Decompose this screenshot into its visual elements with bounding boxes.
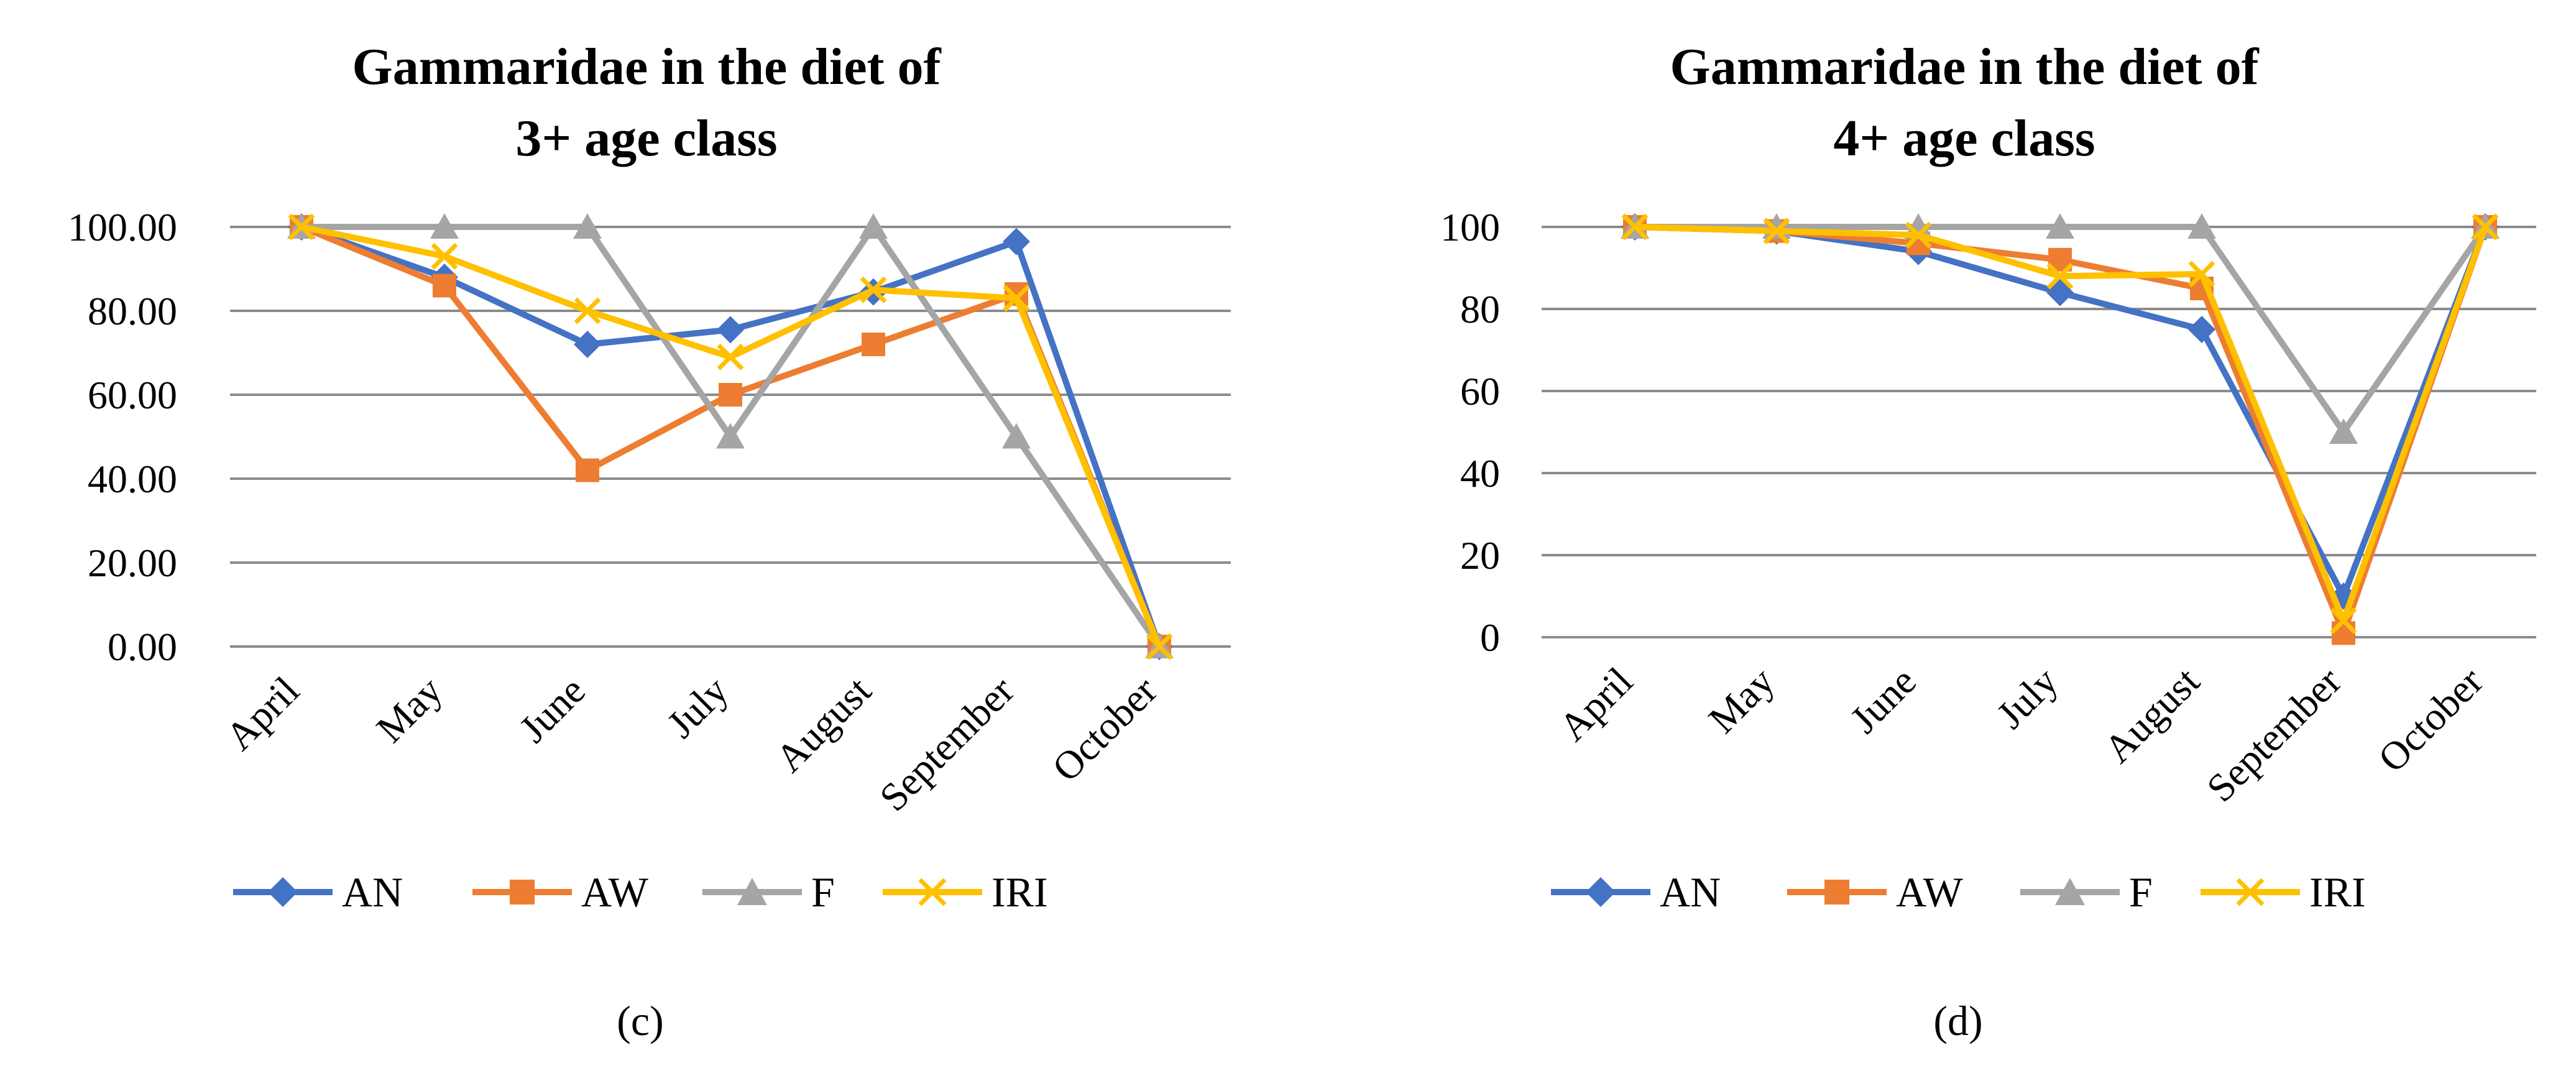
chart-d-x-axis: April May June July August September Oct…	[1550, 659, 2491, 811]
chart-d-point-iri-april	[1621, 213, 1649, 241]
chart-c-legend-label-aw: AW	[581, 868, 649, 916]
chart-c-point-iri-june	[574, 297, 601, 325]
chart-c-xtick-april: April	[217, 668, 308, 759]
chart-c-title-line2: 3+ age class	[515, 109, 777, 167]
chart-c-point-iri-july	[717, 343, 744, 371]
chart-c-legend-marker-iri	[918, 878, 947, 906]
chart-d-legend-item-iri: IRI	[2201, 868, 2366, 916]
chart-c-ytick-100: 100.00	[68, 205, 177, 249]
chart-d-legend: AN AW F IRI	[1551, 868, 2366, 916]
chart-c-ytick-20: 20.00	[88, 541, 177, 585]
chart-c-plot	[287, 213, 1174, 660]
chart-c-legend-item-f: F	[702, 868, 835, 916]
chart-c-legend-label-an: AN	[342, 868, 403, 916]
chart-d-xtick-june: June	[1842, 659, 1925, 742]
chart-d-legend-label-aw: AW	[1896, 868, 1964, 916]
chart-c-legend: AN AW F IRI	[233, 868, 1048, 916]
chart-c-legend-marker-aw	[510, 880, 535, 905]
chart-d-ytick-80: 80	[1460, 287, 1500, 331]
chart-d: Gammaridae in the diet of 4+ age class 1…	[1440, 38, 2536, 1044]
chart-d-ytick-100: 100	[1440, 205, 1500, 249]
chart-c-ytick-80: 80.00	[88, 289, 177, 333]
chart-c-point-iri-august	[860, 276, 887, 303]
chart-c-point-iri-september	[1003, 285, 1030, 312]
chart-c-xtick-september: September	[871, 668, 1023, 820]
chart-c-legend-item-aw: AW	[472, 868, 649, 916]
chart-c-y-axis: 100.00 80.00 60.00 40.00 20.00 0.00	[68, 205, 177, 669]
chart-d-point-iri-july	[2046, 262, 2074, 290]
chart-d-xtick-august: August	[2095, 659, 2208, 771]
chart-c-point-iri-may	[431, 242, 458, 270]
chart-c-point-f-june	[573, 213, 602, 239]
chart-d-legend-label-an: AN	[1660, 868, 1721, 916]
chart-c-ytick-0: 0.00	[108, 625, 177, 669]
chart-d-legend-marker-f	[2055, 878, 2085, 905]
chart-c-x-axis: April May June July August September Oct…	[217, 668, 1166, 820]
chart-c-point-aw-may	[433, 274, 456, 298]
chart-c-point-an-september	[1003, 228, 1030, 255]
chart-d-point-an-august	[2188, 316, 2215, 343]
chart-d-legend-marker-an	[1586, 877, 1616, 907]
chart-d-ytick-40: 40	[1460, 451, 1500, 495]
chart-c-point-iri-april	[288, 213, 315, 241]
chart-c-ytick-40: 40.00	[88, 457, 177, 501]
chart-d-point-f-july	[2046, 213, 2074, 239]
chart-c-legend-label-f: F	[811, 868, 835, 916]
chart-c-point-aw-june	[576, 458, 599, 482]
chart-c-ytick-60: 60.00	[88, 373, 177, 417]
chart-c-legend-marker-f	[737, 878, 767, 905]
chart-c-panel-label: (c)	[617, 997, 663, 1044]
chart-c-point-f-may	[430, 213, 459, 239]
chart-d-legend-item-f: F	[2020, 868, 2153, 916]
chart-d-y-axis: 100 80 60 40 20 0	[1440, 205, 1500, 660]
chart-c-xtick-july: July	[658, 668, 737, 747]
chart-c-legend-item-iri: IRI	[883, 868, 1048, 916]
chart-d-legend-marker-iri	[2236, 878, 2265, 906]
chart-d-point-iri-october	[2472, 213, 2499, 241]
chart-c-point-an-june	[574, 331, 601, 358]
chart-c-xtick-october: October	[1044, 668, 1166, 790]
chart-d-title-line2: 4+ age class	[1833, 109, 2095, 167]
chart-d-title-line1: Gammaridae in the diet of	[1670, 38, 2259, 96]
chart-c-legend-marker-an	[268, 877, 298, 907]
chart-c-title-line1: Gammaridae in the diet of	[352, 38, 941, 96]
chart-c-legend-label-iri: IRI	[991, 868, 1048, 916]
chart-d-legend-item-aw: AW	[1787, 868, 1964, 916]
chart-c-point-f-august	[859, 213, 888, 239]
chart-d-xtick-may: May	[1700, 659, 1783, 742]
chart-d-xtick-april: April	[1550, 659, 1641, 750]
chart-c-point-f-september	[1002, 423, 1031, 449]
chart-c-point-aw-july	[719, 383, 742, 407]
chart-c: Gammaridae in the diet of 3+ age class 1…	[68, 38, 1231, 1044]
chart-c-point-aw-august	[862, 333, 885, 356]
chart-c-xtick-june: June	[511, 668, 594, 751]
chart-d-legend-label-iri: IRI	[2309, 868, 2366, 916]
chart-d-point-f-august	[2187, 213, 2216, 239]
chart-c-point-iri-october	[1146, 633, 1173, 660]
chart-d-xtick-september: September	[2198, 659, 2350, 811]
chart-d-ytick-20: 20	[1460, 533, 1500, 578]
chart-c-legend-item-an: AN	[233, 868, 403, 916]
chart-d-panel-label: (d)	[1933, 997, 1982, 1044]
chart-d-xtick-july: July	[1988, 659, 2066, 737]
chart-d-point-iri-may	[1763, 218, 1790, 245]
chart-d-legend-item-an: AN	[1551, 868, 1721, 916]
chart-d-ytick-60: 60	[1460, 369, 1500, 413]
chart-d-ytick-0: 0	[1480, 615, 1500, 660]
chart-d-legend-marker-aw	[1824, 880, 1849, 905]
chart-d-point-aw-september	[2332, 621, 2355, 645]
chart-d-point-f-september	[2329, 418, 2358, 444]
chart-c-xtick-may: May	[368, 668, 451, 751]
chart-d-point-iri-september	[2330, 607, 2357, 635]
chart-d-point-iri-june	[1905, 221, 1932, 249]
chart-c-point-f-july	[716, 423, 745, 449]
chart-c-point-an-july	[717, 316, 744, 344]
chart-d-plot	[1621, 213, 2500, 645]
chart-c-xtick-august: August	[767, 668, 880, 781]
chart-d-xtick-october: October	[2370, 659, 2491, 781]
chart-d-legend-label-f: F	[2129, 868, 2153, 916]
chart-d-point-iri-august	[2188, 260, 2215, 288]
